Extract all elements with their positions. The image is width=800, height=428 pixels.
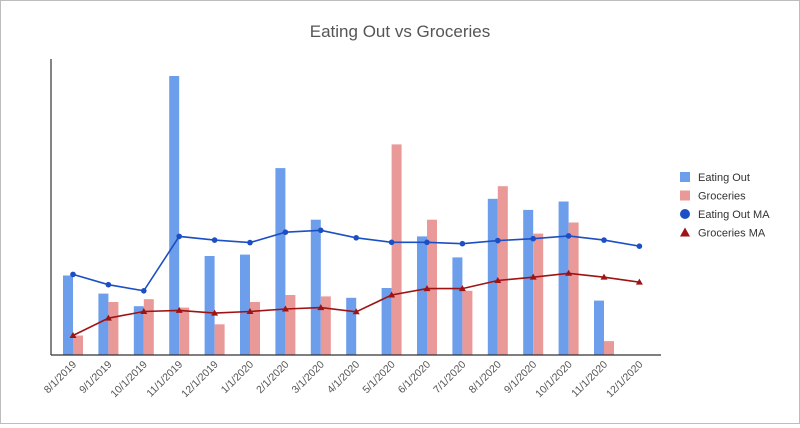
eating-out-bar-12/1/2019: [204, 256, 215, 355]
eating-out-ma-point-10/1/2020: [565, 233, 572, 239]
legend: Eating Out Groceries Eating Out MA Grocerie…: [680, 172, 770, 240]
eating-out-bar-9/1/2019: [98, 293, 109, 355]
eating-out-legend-swatch: [680, 172, 690, 182]
eating-out-bar-9/1/2020: [523, 209, 534, 355]
x-tick-label: 8/1/2020: [467, 359, 504, 396]
groceries-ma-point-3/1/2020: [317, 304, 325, 311]
eating-out-ma-point-8/1/2019: [70, 271, 76, 278]
x-tick-label: 12/1/2019: [179, 359, 221, 401]
groceries-ma-point-4/1/2020: [352, 308, 360, 315]
groceries-ma-point-7/1/2020: [458, 285, 466, 292]
chart-title: Eating Out vs Groceries: [310, 22, 490, 41]
groceries-legend-label: Groceries: [698, 191, 746, 203]
x-tick-label: 7/1/2020: [431, 359, 468, 396]
groceries-ma-point-11/1/2020: [600, 273, 608, 280]
groceries-bar-12/1/2019: [214, 324, 225, 355]
groceries-ma-point-9/1/2020: [529, 273, 537, 280]
bars-layer: [63, 76, 614, 355]
groceries-ma-point-9/1/2019: [104, 314, 112, 321]
eating-out-bar-5/1/2020: [381, 288, 392, 355]
x-tick-labels: 8/1/20199/1/201910/1/201911/1/201912/1/2…: [42, 359, 646, 401]
x-tick-label: 8/1/2019: [42, 359, 79, 396]
eating-out-bar-2/1/2020: [275, 168, 286, 355]
eating-out-ma-point-3/1/2020: [318, 227, 324, 234]
eating-out-bar-10/1/2019: [133, 306, 144, 355]
x-tick-label: 4/1/2020: [325, 359, 362, 396]
groceries-ma-point-6/1/2020: [423, 285, 431, 292]
eating-out-ma-point-5/1/2020: [388, 239, 395, 246]
eating-out-ma-point-9/1/2020: [530, 235, 536, 242]
eating-out-ma-point-8/1/2020: [495, 237, 501, 244]
lines-layer: [69, 227, 643, 338]
eating-out-ma-point-7/1/2020: [459, 240, 466, 247]
x-tick-label: 1/1/2020: [219, 359, 256, 396]
x-tick-label: 10/1/2020: [533, 359, 575, 401]
x-tick-label: 11/1/2019: [144, 359, 185, 400]
groceries-ma-legend-label: Groceries MA: [698, 228, 766, 240]
eating-out-ma-point-12/1/2020: [636, 243, 643, 249]
eating-out-ma-point-9/1/2019: [105, 281, 112, 288]
eating-out-bar-1/1/2020: [240, 254, 250, 355]
x-tick-label: 10/1/2019: [108, 359, 150, 401]
groceries-bar-9/1/2020: [533, 233, 544, 355]
groceries-ma-point-8/1/2020: [494, 277, 502, 284]
eating-out-bar-6/1/2020: [417, 236, 427, 355]
groceries-ma-point-10/1/2020: [565, 269, 573, 276]
eating-out-ma-legend-label: Eating Out MA: [698, 209, 770, 221]
x-tick-label: 2/1/2020: [254, 359, 291, 396]
x-tick-label: 3/1/2020: [290, 359, 327, 396]
groceries-bar-3/1/2020: [320, 296, 331, 355]
eating-out-ma-point-12/1/2019: [211, 237, 218, 243]
groceries-ma-point-10/1/2019: [140, 307, 148, 314]
groceries-ma-point-12/1/2020: [635, 278, 643, 285]
groceries-bar-7/1/2020: [462, 290, 473, 355]
eating-out-bar-7/1/2020: [452, 257, 463, 355]
groceries-bar-6/1/2020: [427, 219, 437, 355]
groceries-ma-point-1/1/2020: [246, 307, 254, 314]
groceries-bar-11/1/2020: [604, 341, 614, 355]
groceries-bar-1/1/2020: [250, 302, 260, 355]
groceries-bar-8/1/2020: [497, 186, 508, 355]
eating-out-ma-legend-swatch: [680, 209, 690, 219]
x-tick-label: 6/1/2020: [396, 359, 433, 396]
groceries-bar-8/1/2019: [73, 335, 83, 355]
eating-out-ma-point-2/1/2020: [282, 229, 289, 235]
eating-out-bar-11/1/2020: [594, 300, 604, 355]
groceries-ma-point-12/1/2019: [211, 309, 219, 316]
eating-out-bar-8/1/2019: [63, 275, 73, 355]
groceries-bar-10/1/2019: [143, 299, 154, 355]
groceries-bar-5/1/2020: [391, 144, 402, 355]
eating-out-ma-point-11/1/2020: [601, 237, 607, 243]
eating-out-ma-point-6/1/2020: [424, 239, 430, 246]
eating-out-ma-point-4/1/2020: [353, 235, 360, 241]
x-tick-label: 5/1/2020: [360, 359, 397, 396]
eating-out-bar-11/1/2019: [169, 76, 180, 355]
eating-out-bar-8/1/2020: [487, 198, 498, 355]
eating-out-bar-10/1/2020: [558, 201, 569, 355]
groceries-ma-point-2/1/2020: [281, 305, 289, 312]
eating-out-legend-label: Eating Out: [698, 172, 750, 184]
groceries-ma-legend-swatch: [680, 227, 690, 237]
groceries-ma-point-11/1/2019: [175, 306, 183, 313]
groceries-bar-2/1/2020: [285, 295, 296, 355]
eating-out-ma-point-10/1/2019: [141, 288, 147, 294]
groceries-bar-10/1/2020: [568, 222, 579, 355]
groceries-ma-point-5/1/2020: [388, 291, 396, 298]
groceries-ma-point-8/1/2019: [69, 331, 77, 338]
groceries-legend-swatch: [680, 190, 690, 201]
eating-out-ma-point-1/1/2020: [247, 239, 253, 246]
eating-out-ma-point-11/1/2019: [176, 233, 182, 240]
eating-out-bar-3/1/2020: [310, 219, 321, 355]
eating-out-bar-4/1/2020: [346, 297, 357, 355]
groceries-bar-11/1/2019: [179, 307, 190, 355]
groceries-bar-9/1/2019: [108, 302, 119, 355]
x-tick-label: 12/1/2020: [604, 359, 646, 401]
x-tick-label: 11/1/2020: [569, 359, 610, 400]
